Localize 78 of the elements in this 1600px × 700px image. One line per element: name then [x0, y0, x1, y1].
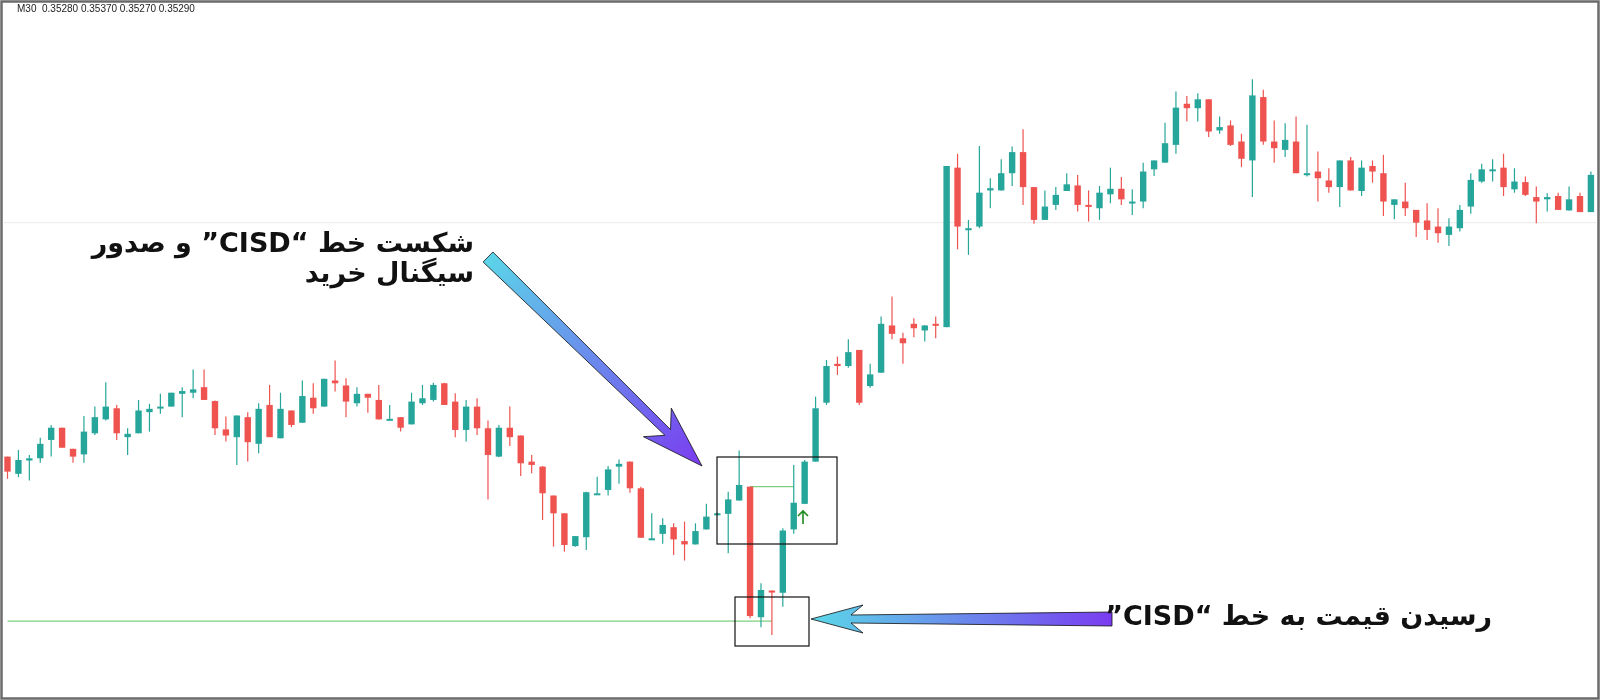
candlestick — [157, 393, 164, 415]
candlestick — [670, 522, 677, 556]
candlestick — [1500, 153, 1507, 197]
candlestick — [1325, 167, 1333, 194]
candlestick — [408, 392, 415, 425]
candlestick — [735, 449, 743, 502]
candlestick — [1445, 217, 1453, 247]
candlestick — [189, 368, 197, 399]
candlestick — [965, 219, 972, 256]
candlestick — [1074, 174, 1081, 213]
candlestick — [899, 332, 907, 365]
candlestick — [1238, 133, 1245, 168]
candlestick — [37, 437, 44, 464]
candlestick — [987, 177, 994, 209]
candlestick — [419, 384, 426, 406]
candlestick — [1161, 122, 1169, 164]
candlestick — [648, 512, 655, 541]
candlestick — [615, 458, 623, 485]
candlestick — [124, 427, 131, 456]
candlestick — [1041, 189, 1049, 221]
candlestick — [15, 449, 22, 478]
candlestick — [659, 517, 666, 545]
candlestick — [1412, 209, 1420, 238]
candlestick — [888, 295, 896, 340]
candlestick — [473, 397, 481, 436]
annotation: شکست خط “CISD” و صدور سیگنال خرید — [89, 227, 474, 288]
candlestick — [1358, 159, 1365, 197]
candlestick — [331, 359, 339, 393]
candlestick — [528, 454, 535, 474]
candlestick — [430, 382, 437, 403]
candlestick — [1129, 188, 1136, 216]
candlestick — [932, 315, 939, 339]
candlestick — [1227, 119, 1234, 147]
candlestick — [1369, 159, 1376, 184]
candlestick — [1456, 204, 1464, 233]
candlestick — [834, 355, 841, 376]
candlestick — [200, 368, 208, 401]
candlestick — [998, 158, 1005, 192]
candlestick — [725, 491, 732, 554]
candlestick — [80, 415, 88, 464]
candlestick — [222, 416, 230, 443]
candlestick — [233, 414, 241, 466]
candlestick — [462, 399, 470, 443]
candlestick — [768, 589, 776, 636]
candlestick — [703, 503, 710, 531]
candlestick — [179, 386, 186, 418]
candlestick — [1194, 92, 1201, 123]
candlestick — [375, 384, 382, 420]
candlestick — [1281, 122, 1289, 158]
candlestick — [353, 386, 361, 408]
candlestick — [1522, 175, 1529, 197]
candlestick — [845, 338, 852, 369]
candlestick — [1478, 163, 1485, 184]
candlestick — [1008, 145, 1016, 187]
candlestick — [47, 424, 55, 458]
candlestick — [1511, 167, 1518, 194]
candlestick — [146, 403, 153, 433]
candlestick — [135, 399, 142, 434]
candlestick — [342, 377, 350, 418]
text: M30 0.35280 0.35370 0.35270 0.35290 — [17, 3, 195, 14]
candlestick — [1391, 198, 1398, 220]
candlestick — [1118, 176, 1125, 206]
candlestick — [1303, 124, 1311, 178]
candlestick — [26, 454, 33, 482]
candlestick — [1107, 167, 1114, 204]
candlestick — [1423, 202, 1431, 241]
candlestick — [1533, 185, 1540, 224]
candlestick — [1489, 158, 1496, 183]
annotation: رسیدن قیمت به خط “CISD” — [1105, 600, 1492, 632]
candlestick — [550, 494, 557, 548]
candlestick — [1085, 189, 1092, 223]
candlestick — [91, 406, 99, 436]
candlestick — [1052, 186, 1060, 211]
candlestick — [866, 363, 874, 389]
candlestick — [681, 521, 688, 562]
candlestick — [604, 465, 612, 497]
candlestick — [506, 406, 514, 447]
candlestick — [1096, 185, 1103, 221]
